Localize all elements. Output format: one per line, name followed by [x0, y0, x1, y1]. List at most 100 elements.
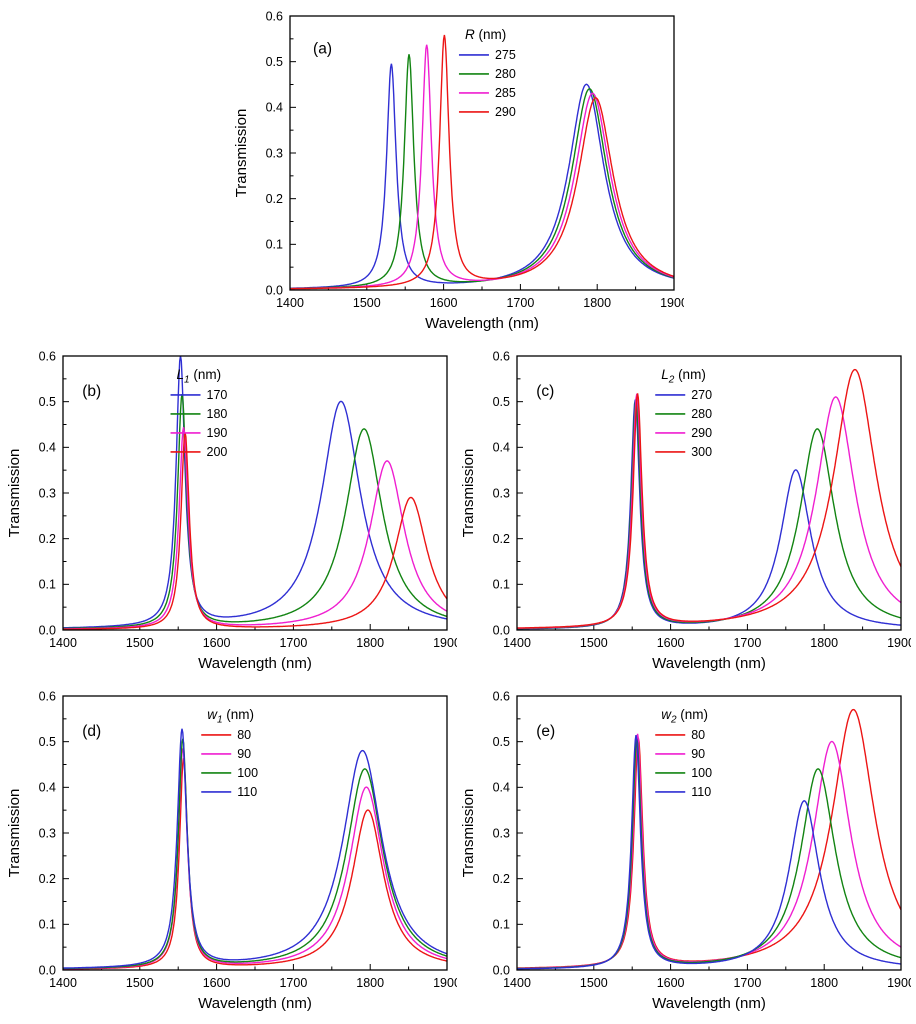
series-line-200: [63, 432, 448, 630]
x-tick-label: 1700: [279, 636, 307, 650]
series-group: [290, 34, 675, 290]
legend-title: L1 (nm): [177, 367, 222, 386]
legend-label-285: 285: [495, 86, 516, 100]
y-axis-label: Transmission: [233, 109, 250, 198]
series-line-280: [290, 54, 675, 290]
x-tick-label: 1500: [353, 296, 381, 310]
series-line-170: [63, 355, 448, 629]
panel-tag: (c): [536, 383, 554, 400]
series-group: [62, 728, 448, 970]
x-tick-label: 1400: [276, 296, 304, 310]
y-axis-label: Transmission: [6, 789, 23, 878]
y-tick-label: 0.5: [39, 395, 56, 409]
axis-ticks: [62, 695, 448, 971]
y-axis-label: Transmission: [460, 449, 477, 538]
series-line-190: [63, 427, 448, 630]
x-tick-label: 1700: [506, 296, 534, 310]
legend-label-290: 290: [495, 105, 516, 119]
series-line-110: [63, 728, 448, 969]
x-axis-label: Wavelength (nm): [198, 655, 312, 672]
x-tick-label: 1400: [503, 976, 531, 990]
x-tick-label: 1400: [503, 636, 531, 650]
series-line-80: [517, 708, 902, 969]
series-group: [517, 368, 902, 630]
y-tick-label: 0.3: [266, 146, 283, 160]
legend-label-275: 275: [495, 48, 516, 62]
plot-border: [62, 695, 448, 971]
y-tick-label: 0.6: [39, 689, 56, 703]
panel-tag: (a): [313, 40, 332, 57]
y-tick-label: 0.5: [493, 395, 510, 409]
y-tick-label: 0.6: [266, 9, 283, 23]
x-axis-label: Wavelength (nm): [198, 995, 312, 1012]
panel-tag: (d): [82, 723, 101, 740]
y-tick-label: 0.2: [39, 532, 56, 546]
x-tick-label: 1700: [733, 636, 761, 650]
y-tick-label: 0.2: [266, 192, 283, 206]
y-tick-label: 0.6: [493, 689, 510, 703]
legend-label-280: 280: [495, 67, 516, 81]
x-tick-label: 1500: [580, 976, 608, 990]
legend-label-100: 100: [691, 766, 712, 780]
y-tick-label: 0.5: [266, 55, 283, 69]
plot-border: [289, 15, 675, 291]
legend-label-80: 80: [691, 728, 705, 742]
panel-tag: (b): [82, 383, 101, 400]
y-tick-label: 0.4: [266, 101, 283, 115]
y-tick-label: 0.1: [493, 918, 510, 932]
legend-label-270: 270: [691, 388, 712, 402]
legend-label-90: 90: [237, 747, 251, 761]
x-tick-label: 1400: [49, 976, 77, 990]
y-tick-label: 0.1: [39, 578, 56, 592]
y-tick-label: 0.2: [39, 872, 56, 886]
legend-label-110: 110: [237, 785, 257, 799]
legend-title: w1 (nm): [207, 707, 254, 726]
y-tick-label: 0.2: [493, 872, 510, 886]
y-tick-label: 0.1: [266, 238, 283, 252]
y-axis-label: Transmission: [6, 449, 23, 538]
legend-label-80: 80: [237, 728, 251, 742]
x-tick-label: 1600: [657, 976, 685, 990]
x-tick-label: 1700: [733, 976, 761, 990]
x-tick-label: 1600: [203, 976, 231, 990]
series-line-300: [517, 368, 902, 629]
legend-label-100: 100: [237, 766, 258, 780]
y-tick-label: 0.0: [39, 623, 56, 637]
series-group: [63, 355, 448, 630]
series-line-100: [62, 738, 448, 970]
x-axis-label: Wavelength (nm): [652, 995, 766, 1012]
series-group: [516, 708, 902, 970]
series-line-180: [63, 393, 448, 630]
y-tick-label: 0.4: [493, 781, 510, 795]
axis-ticks: [62, 355, 448, 631]
plot-border: [62, 355, 448, 631]
x-tick-label: 1800: [356, 636, 384, 650]
y-tick-label: 0.0: [266, 283, 283, 297]
x-tick-label: 1600: [657, 636, 685, 650]
y-tick-label: 0.0: [493, 623, 510, 637]
plot-border: [516, 355, 902, 631]
series-line-80: [63, 758, 448, 970]
y-tick-label: 0.4: [493, 441, 510, 455]
series-line-285: [290, 44, 675, 290]
legend-title: R (nm): [465, 27, 506, 42]
y-tick-label: 0.3: [493, 826, 510, 840]
y-tick-label: 0.5: [493, 735, 510, 749]
legend-label-280: 280: [691, 407, 712, 421]
series-line-275: [290, 63, 675, 289]
x-tick-label: 1800: [810, 976, 838, 990]
x-tick-label: 1800: [810, 636, 838, 650]
legend-label-190: 190: [207, 426, 228, 440]
